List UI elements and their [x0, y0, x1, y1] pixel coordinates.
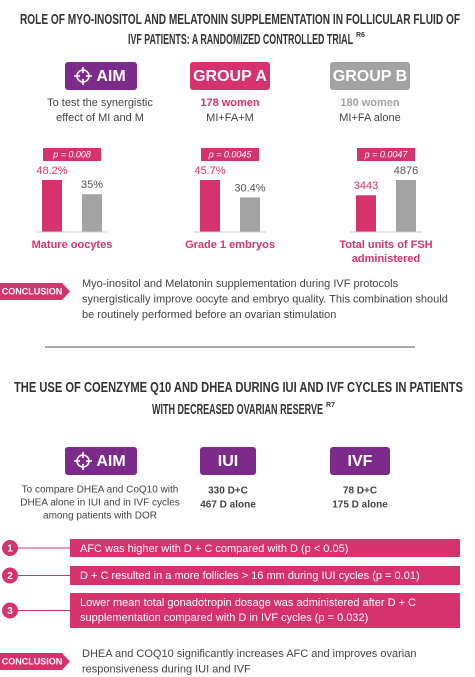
reference: R6 [356, 32, 365, 39]
conclusion-text: synergistically improve oocyte and embry… [82, 293, 448, 305]
aim-text: among patients with DOR [43, 511, 157, 522]
reference: R7 [326, 402, 335, 409]
conclusion-tag [0, 283, 70, 300]
aim-text: To test the synergistic [47, 97, 153, 109]
item-text: AFC was higher with D + C compared with … [80, 543, 348, 555]
conclusion-text: DHEA and COQ10 significantly increases A… [82, 648, 416, 660]
item-number: 2 [7, 571, 13, 582]
item-box [70, 593, 460, 628]
aim-label: AIM [96, 68, 125, 85]
value-label: 45.7% [194, 165, 225, 177]
section-title: THE USE OF COENZYME Q10 AND DHEA DURING … [14, 379, 463, 396]
item-text: Lower mean total gonadotropin dosage was… [80, 597, 416, 609]
conclusion-tag-label: CONCLUSION [2, 286, 63, 296]
value-label: 35% [81, 179, 103, 191]
iui-box [200, 447, 256, 475]
conclusion-tag-label: CONCLUSION [2, 656, 63, 666]
ivf-label: IVF [348, 453, 373, 470]
ivf-text: 78 D+C [343, 486, 377, 497]
number-circle [2, 567, 18, 584]
group-a-label: GROUP A [193, 68, 267, 85]
p-value-pill [357, 148, 415, 161]
ivf-box [330, 447, 390, 475]
value-label: 3443 [354, 180, 378, 192]
item-box [70, 539, 460, 557]
ivf-text: 175 D alone [332, 500, 388, 511]
section-title: ROLE OF MYO-INOSITOL AND MELATONIN SUPPL… [20, 11, 460, 28]
aim-label: AIM [96, 453, 125, 470]
value-label: 30.4% [234, 182, 265, 194]
item-text: D + C resulted in a more follicles > 16 … [80, 570, 420, 582]
bar [82, 194, 102, 232]
bar [356, 195, 376, 232]
p-value-pill [201, 148, 259, 161]
aim-text: DHEA alone in IUI and in IVF cycles [20, 498, 180, 509]
group-treatment: MI+FA+M [206, 112, 254, 124]
conclusion-tag [0, 653, 70, 670]
number-circle [2, 602, 18, 619]
section-title: IVF PATIENTS: A RANDOMIZED CONTROLLED TR… [128, 31, 353, 48]
bar [396, 180, 416, 232]
item-number: 3 [7, 606, 13, 617]
item-box [70, 566, 460, 585]
chart-label: Mature oocytes [32, 239, 113, 251]
group-b-box [330, 62, 410, 90]
iui-text: 330 D+C [208, 486, 248, 497]
value-label: 4876 [394, 165, 418, 177]
chart-label: administered [352, 253, 420, 265]
chart-label: Total units of FSH [339, 239, 432, 251]
number-circle [2, 540, 18, 556]
iui-text: 467 D alone [200, 500, 256, 511]
bar [200, 180, 220, 232]
target-icon [74, 67, 92, 85]
aim-text: effect of MI and M [56, 112, 144, 124]
p-value: p = 0.0045 [208, 149, 253, 159]
chart-label: Grade 1 embryos [185, 239, 275, 251]
p-value-pill [43, 148, 101, 161]
group-a-box [190, 62, 270, 90]
group-b-label: GROUP B [333, 68, 407, 85]
iui-label: IUI [218, 453, 238, 470]
section-title: WITH DECREASED OVARIAN RESERVE [152, 401, 323, 418]
group-count: 180 women [340, 97, 400, 109]
value-label: 48.2% [36, 165, 67, 177]
p-value: p = 0.008 [52, 149, 91, 159]
bar [240, 197, 260, 232]
group-treatment: MI+FA alone [339, 112, 400, 124]
item-number: 1 [7, 544, 13, 555]
group-count: 178 women [200, 97, 260, 109]
item-text: supplementation compared with D in IVF c… [80, 612, 368, 624]
p-value: p = 0.0047 [364, 149, 409, 159]
conclusion-text: Myo-inositol and Melatonin supplementati… [82, 278, 399, 290]
target-icon [74, 452, 92, 470]
conclusion-text: be routinely performed before an ovarian… [82, 309, 336, 321]
aim-text: To compare DHEA and CoQ10 with [22, 485, 179, 496]
bar [42, 180, 62, 232]
conclusion-text: responsiveness during IUI and IVF [82, 663, 251, 675]
